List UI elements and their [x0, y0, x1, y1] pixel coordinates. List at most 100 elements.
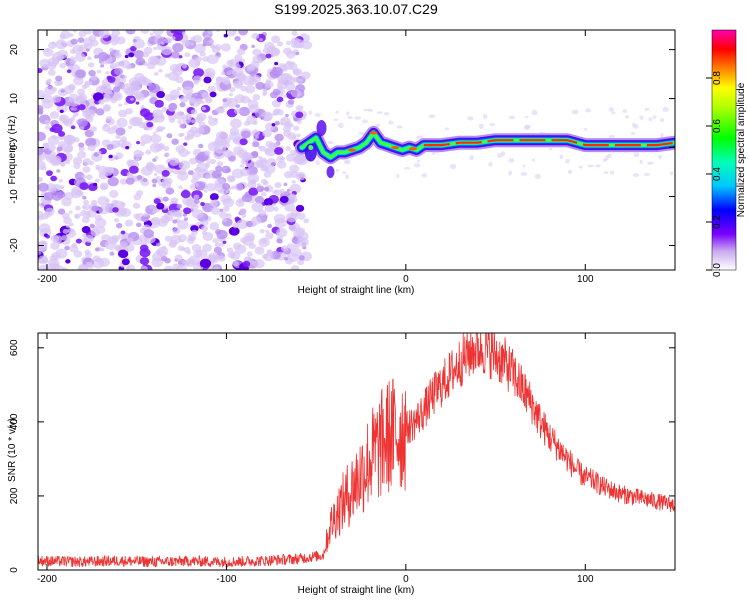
- noise-blob: [38, 251, 42, 255]
- noise-blob: [548, 147, 553, 151]
- noise-blob: [126, 237, 134, 244]
- noise-blob: [59, 34, 66, 40]
- noise-blob: [72, 114, 77, 118]
- noise-blob: [240, 158, 249, 165]
- noise-blob: [164, 235, 173, 242]
- noise-blob: [50, 241, 60, 250]
- noise-blob: [333, 118, 339, 122]
- noise-blob: [76, 95, 86, 104]
- noise-blob: [82, 199, 89, 205]
- noise-blob: [571, 109, 579, 115]
- noise-blob: [178, 55, 183, 59]
- noise-blob: [64, 192, 74, 201]
- noise-blob: [182, 207, 192, 215]
- noise-blob: [125, 177, 135, 185]
- noise-blob: [78, 142, 85, 148]
- noise-blob: [156, 91, 165, 99]
- noise-blob: [88, 69, 96, 77]
- colorbar-tick-label: 0.8: [712, 71, 723, 85]
- noise-blob: [93, 182, 98, 187]
- noise-blob: [215, 165, 223, 172]
- noise-blob: [272, 144, 278, 149]
- noise-blob: [286, 50, 296, 59]
- noise-blob: [181, 31, 186, 35]
- noise-blob: [221, 43, 232, 52]
- noise-blob: [139, 257, 150, 266]
- noise-blob: [295, 104, 304, 112]
- noise-blob: [177, 111, 184, 117]
- noise-blob: [234, 216, 240, 222]
- noise-blob: [565, 158, 570, 164]
- noise-blob: [118, 109, 128, 118]
- noise-blob: [559, 154, 564, 160]
- noise-blob: [119, 178, 128, 185]
- noise-blob: [112, 207, 119, 213]
- noise-blob: [233, 80, 244, 89]
- noise-blob: [74, 214, 80, 220]
- noise-blob: [611, 111, 616, 115]
- noise-blob: [161, 178, 170, 186]
- noise-blob: [669, 171, 674, 176]
- noise-blob: [114, 67, 123, 76]
- noise-blob: [403, 167, 411, 170]
- noise-blob: [72, 107, 78, 112]
- noise-blob: [587, 164, 595, 168]
- noise-blob: [216, 161, 224, 167]
- noise-blob: [65, 224, 70, 228]
- noise-blob: [109, 62, 118, 70]
- noise-blob: [290, 89, 302, 98]
- noise-blob: [78, 44, 88, 53]
- ridge-hotspot: [369, 131, 378, 135]
- noise-blob: [56, 146, 63, 152]
- snr-y-tick-label: 0: [9, 567, 20, 573]
- noise-blob: [489, 122, 496, 127]
- noise-blob: [75, 69, 86, 79]
- noise-blob: [202, 43, 207, 47]
- noise-blob: [178, 160, 191, 170]
- noise-blob: [115, 127, 126, 136]
- noise-blob: [159, 114, 166, 120]
- spectrogram-y-tick-label: -10: [9, 189, 20, 204]
- noise-blob: [192, 34, 203, 44]
- noise-blob: [63, 216, 72, 225]
- noise-blob: [428, 114, 436, 119]
- noise-blob: [89, 223, 95, 229]
- noise-blob: [58, 179, 63, 183]
- noise-blob: [84, 129, 94, 138]
- noise-blob: [124, 54, 129, 59]
- noise-blob: [234, 94, 246, 104]
- noise-blob: [633, 152, 640, 158]
- noise-blob: [85, 251, 93, 258]
- noise-blob: [163, 145, 170, 152]
- snr-x-tick-label: -100: [216, 574, 236, 585]
- noise-blob: [284, 202, 296, 212]
- noise-blob: [139, 244, 149, 252]
- noise-blob: [259, 228, 265, 234]
- noise-blob: [189, 157, 198, 165]
- noise-blob: [258, 157, 267, 165]
- noise-blob: [222, 218, 228, 223]
- noise-blob: [152, 183, 157, 188]
- noise-blob: [271, 66, 283, 77]
- noise-blob: [362, 119, 368, 124]
- noise-blob: [97, 150, 102, 155]
- noise-blob: [134, 72, 145, 82]
- noise-blob: [212, 142, 217, 146]
- noise-blob: [298, 255, 305, 261]
- noise-blob: [73, 250, 83, 258]
- noise-blob: [195, 126, 205, 135]
- snr-xlabel: Height of straight line (km): [298, 585, 415, 596]
- noise-blob: [43, 63, 48, 68]
- noise-blob: [421, 173, 428, 178]
- noise-blob: [190, 225, 199, 233]
- noise-blob: [95, 166, 100, 170]
- noise-blob: [469, 155, 474, 161]
- noise-blob: [38, 182, 49, 192]
- noise-blob: [182, 39, 191, 47]
- snr-series-line: [38, 333, 675, 569]
- noise-blob: [216, 229, 228, 240]
- onset-core: [308, 145, 314, 151]
- spectrogram-ridge: [294, 119, 675, 179]
- noise-blob: [98, 171, 108, 180]
- snr-frame: [37, 332, 676, 571]
